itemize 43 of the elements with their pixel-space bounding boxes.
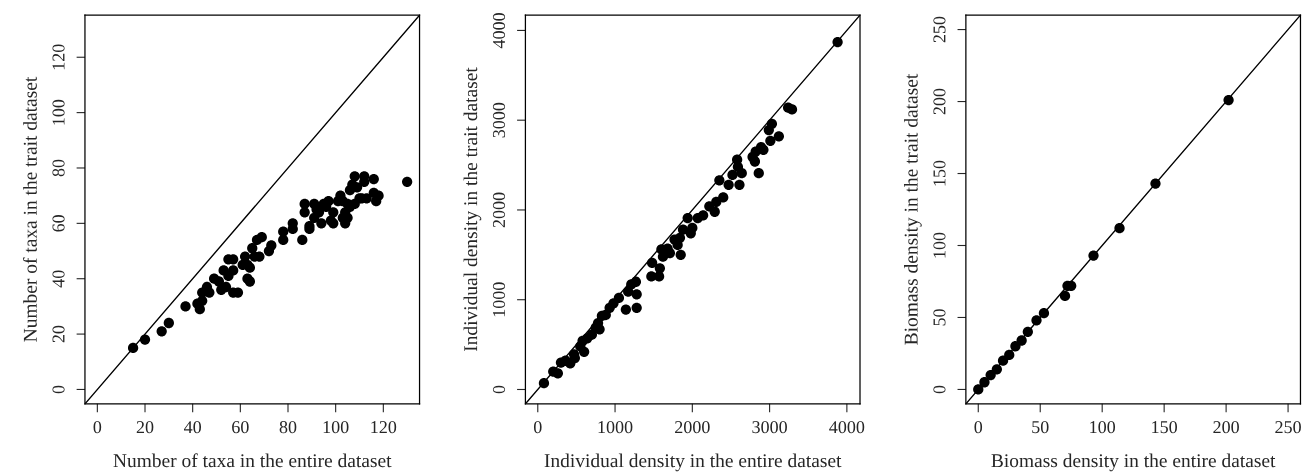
x-tick-label: 80 — [279, 421, 297, 434]
x-tick-label: 0 — [974, 421, 983, 434]
y-axis-title: Individual density in the trait dataset — [463, 67, 482, 352]
y-tick-label: 60 — [52, 215, 65, 232]
x-tick-label: 20 — [136, 421, 154, 434]
x-tick-label: 120 — [371, 421, 397, 434]
x-tick-label: 60 — [232, 421, 249, 434]
point — [1059, 290, 1071, 302]
x-tick-label: 250 — [1275, 421, 1301, 434]
y-tick-label: 50 — [933, 309, 946, 326]
y-tick-label: 150 — [933, 160, 946, 186]
y-tick-label: 0 — [52, 385, 65, 394]
y-tick-label: 100 — [933, 232, 946, 258]
x-tick-label: 0 — [93, 421, 102, 434]
x-tick-label: 3000 — [752, 421, 787, 434]
y-tick-label: 0 — [492, 385, 506, 394]
x-tick-label: 40 — [184, 421, 202, 434]
y-tick-label: 3000 — [492, 102, 506, 138]
x-tick-label: 0 — [533, 421, 542, 434]
x-tick-label: 150 — [1152, 421, 1177, 434]
x-tick-label: 100 — [323, 421, 349, 434]
x-tick-label: 200 — [1213, 421, 1239, 434]
y-tick-label: 250 — [933, 16, 946, 43]
y-tick-label: 200 — [933, 88, 946, 115]
y-tick-label: 40 — [52, 270, 65, 288]
y-tick-label: 80 — [52, 159, 65, 177]
x-tick-label: 50 — [1032, 421, 1049, 434]
y-tick-label: 2000 — [492, 192, 506, 228]
y-tick-label: 100 — [52, 99, 65, 125]
y-tick-label: 1000 — [492, 282, 506, 317]
x-tick-label: 100 — [1090, 421, 1116, 434]
y-tick-label: 4000 — [492, 13, 506, 49]
y-axis-title: Number of taxa in the trait dataset — [22, 76, 37, 342]
x-tick-label: 1000 — [598, 421, 633, 434]
y-axis-title: Biomass density in the trait dataset — [904, 73, 922, 345]
x-tick-label: 2000 — [675, 421, 710, 434]
y-tick-label: 0 — [933, 385, 946, 394]
x-axis-title: Individual density in the entire dataset — [544, 453, 842, 472]
y-tick-label: 20 — [52, 325, 65, 343]
y-tick-label: 120 — [52, 44, 65, 70]
x-tick-label: 4000 — [829, 421, 865, 434]
x-axis-title: Biomass density in the entire dataset — [991, 453, 1276, 472]
x-axis-title: Number of taxa in the entire dataset — [113, 453, 392, 468]
